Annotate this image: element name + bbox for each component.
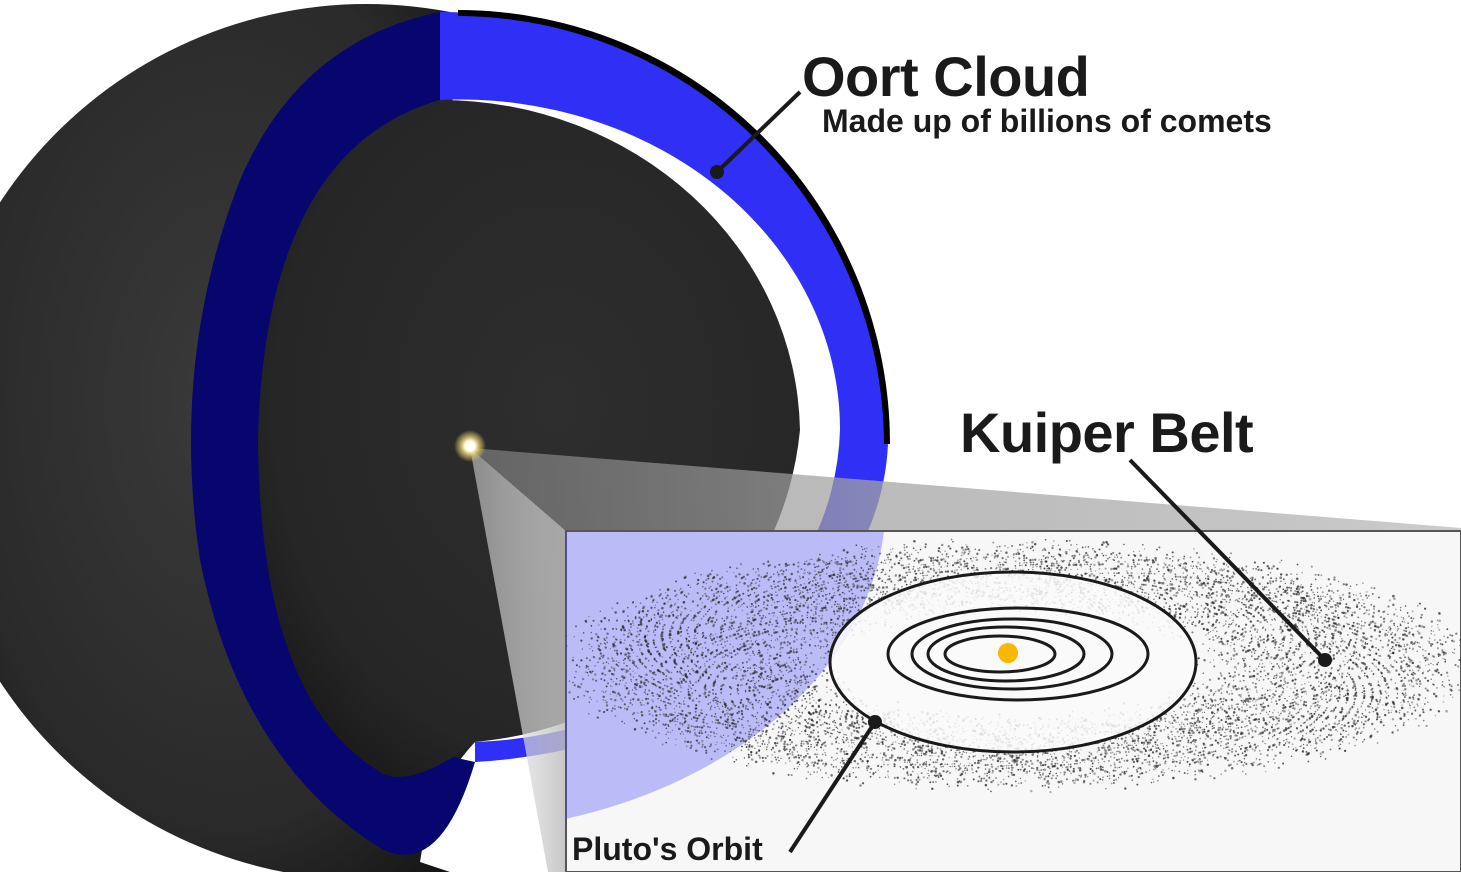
pluto-orbit-ellipse	[830, 572, 1196, 752]
kuiper-belt-title: Kuiper Belt	[960, 400, 1253, 465]
pluto-leader-dot	[868, 715, 882, 729]
pluto-orbit-label: Pluto's Orbit	[572, 831, 763, 868]
oort-cloud-subtitle: Made up of billions of comets	[822, 103, 1272, 140]
sun-core	[465, 441, 475, 451]
kuiper-leader-dot	[1318, 653, 1332, 667]
sun-icon	[998, 643, 1018, 663]
oort-leader-dot	[710, 165, 724, 179]
oort-cloud-title: Oort Cloud	[802, 44, 1089, 109]
